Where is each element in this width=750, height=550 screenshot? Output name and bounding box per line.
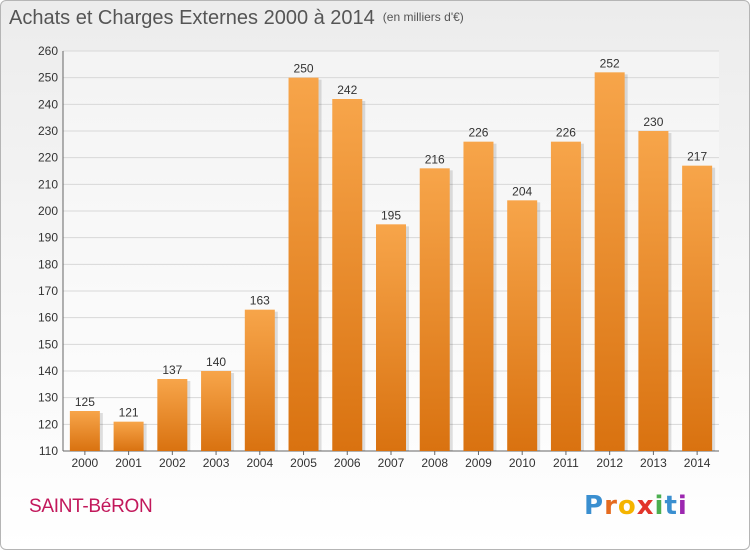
- y-tick-label: 190: [38, 231, 58, 245]
- x-tick-label: 2013: [640, 456, 667, 470]
- bar-value-label: 242: [337, 83, 357, 97]
- bar: [113, 421, 144, 451]
- bar-value-label: 226: [468, 126, 488, 140]
- x-tick-label: 2006: [334, 456, 361, 470]
- y-tick-label: 150: [38, 337, 58, 351]
- bar-value-label: 195: [381, 208, 401, 222]
- x-tick-label: 2012: [596, 456, 623, 470]
- x-tick-label: 2011: [553, 456, 579, 470]
- bar-value-label: 230: [643, 115, 663, 129]
- chart-subtitle: (en milliers d'€): [382, 10, 464, 24]
- y-tick-label: 110: [39, 444, 58, 458]
- bar-value-label: 137: [162, 363, 182, 377]
- x-tick-label: 2008: [421, 456, 448, 470]
- x-tick-label: 2014: [684, 456, 711, 470]
- bar: [507, 200, 538, 451]
- y-tick-label: 120: [38, 417, 58, 431]
- y-tick-label: 180: [38, 257, 58, 271]
- bar-value-label: 226: [556, 126, 576, 140]
- bar: [288, 77, 319, 452]
- chart-title: Achats et Charges Externes 2000 à 2014 (e…: [9, 7, 464, 30]
- bar-value-label: 125: [75, 395, 95, 409]
- commune-name: SAINT-BéRON: [29, 496, 153, 517]
- y-tick-label: 260: [38, 44, 58, 58]
- bar-value-label: 204: [512, 184, 532, 198]
- x-tick-label: 2002: [159, 456, 186, 470]
- bar: [463, 141, 494, 451]
- bar: [682, 165, 713, 451]
- y-tick-label: 250: [38, 71, 58, 85]
- bar: [201, 371, 232, 451]
- y-tick-label: 160: [38, 311, 58, 325]
- bar: [376, 224, 406, 451]
- y-tick-label: 140: [38, 364, 58, 378]
- x-tick-label: 2003: [203, 456, 230, 470]
- x-tick-label: 2010: [509, 456, 536, 470]
- bar-value-label: 163: [250, 294, 270, 308]
- y-tick-label: 170: [38, 284, 58, 298]
- y-tick-label: 130: [38, 391, 58, 405]
- bar: [157, 379, 188, 451]
- bar-value-label: 217: [687, 150, 707, 164]
- y-tick-label: 230: [38, 124, 58, 138]
- bar-value-label: 216: [425, 152, 445, 166]
- x-tick-label: 2000: [72, 456, 99, 470]
- bar: [69, 411, 100, 451]
- bar-value-label: 121: [119, 406, 139, 420]
- y-tick-label: 220: [38, 151, 58, 165]
- bar: [244, 309, 275, 451]
- y-tick-label: 200: [38, 204, 58, 218]
- x-tick-label: 2009: [465, 456, 492, 470]
- bar: [638, 131, 669, 451]
- chart-title-text: Achats et Charges Externes 2000 à 2014: [9, 7, 375, 29]
- bar: [419, 168, 450, 452]
- x-tick-label: 2001: [115, 456, 142, 470]
- bar-value-label: 252: [600, 56, 620, 70]
- x-tick-label: 2007: [378, 456, 405, 470]
- x-tick-label: 2004: [246, 456, 273, 470]
- proxiti-logo: Proxiti: [584, 491, 688, 521]
- y-tick-label: 210: [38, 177, 58, 191]
- x-tick-label: 2005: [290, 456, 317, 470]
- bar-value-label: 140: [206, 355, 226, 369]
- bar-value-label: 250: [294, 62, 314, 76]
- bar: [594, 72, 625, 451]
- bar: [550, 141, 581, 451]
- y-tick-label: 240: [38, 97, 58, 111]
- bar: [332, 99, 363, 451]
